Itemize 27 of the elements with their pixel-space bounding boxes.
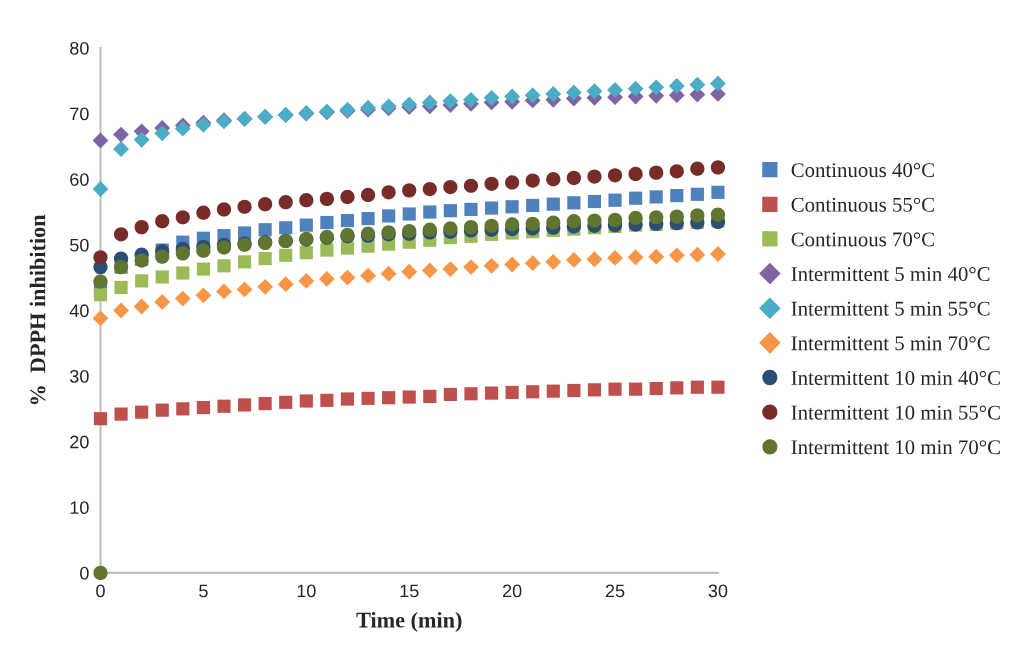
y-tick-label: 0: [80, 566, 89, 580]
x-tick-label: 5: [199, 584, 208, 598]
legend-label: Intermittent 5 min 40°C: [791, 267, 990, 282]
x-tick-label: 10: [297, 584, 316, 598]
y-tick-label: 20: [70, 435, 89, 449]
legend-label: Continuous 55°C: [791, 197, 934, 212]
legend-label: Intermittent 10 min 40°C: [791, 370, 1000, 385]
legend-label: Continuous 40°C: [791, 163, 934, 178]
x-tick-label: 15: [400, 584, 419, 598]
y-tick-label: 10: [70, 501, 89, 515]
y-tick-label: 80: [70, 41, 89, 55]
y-tick-label: 40: [69, 304, 89, 318]
legend-label: Intermittent 10 min 55°C: [791, 405, 1000, 420]
legend-label: Intermittent 10 min 70°C: [791, 440, 1000, 455]
x-tick-label: 20: [503, 584, 522, 598]
legend-label: Intermittent 5 min 55°C: [791, 301, 990, 316]
y-tick-label: 50: [70, 238, 89, 252]
legend-label: Intermittent 5 min 70°C: [791, 336, 990, 351]
y-tick-label: 30: [69, 369, 89, 383]
y-axis-title: % DPPH inhibition: [29, 214, 46, 405]
x-axis-title: Time (min): [356, 611, 462, 633]
legend-label: Continuous 70°C: [791, 232, 934, 247]
x-tick-label: 0: [96, 584, 105, 598]
y-tick-label: 60: [70, 173, 89, 186]
x-tick-label: 25: [605, 584, 625, 598]
x-tick-label: 30: [708, 584, 728, 598]
y-tick-label: 70: [70, 107, 89, 121]
